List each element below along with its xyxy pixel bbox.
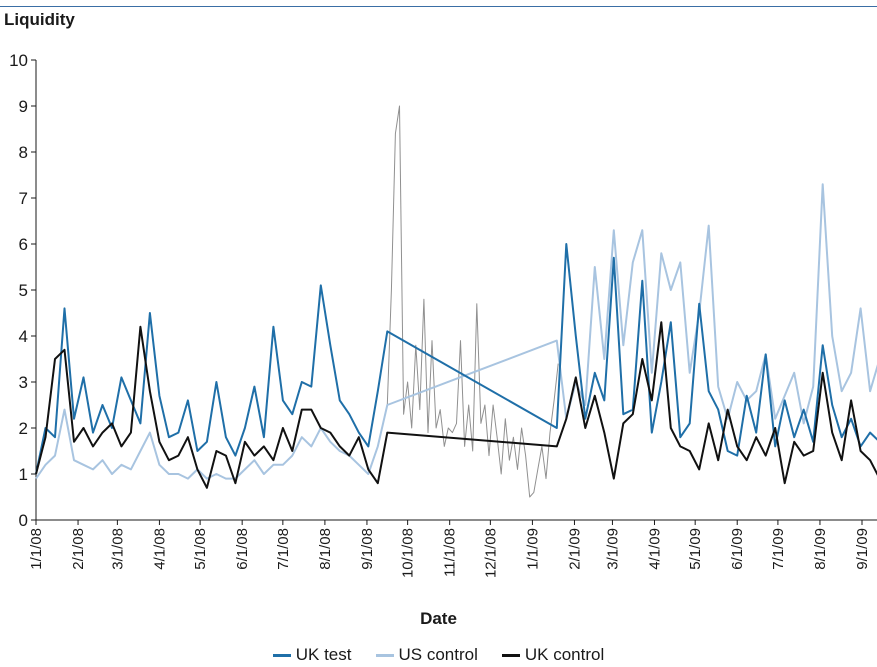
legend-item: UK control — [501, 645, 605, 665]
x-axis-label: Date — [420, 609, 457, 628]
legend-label: UK test — [295, 645, 352, 664]
top-rule — [0, 6, 877, 7]
x-tick-label: 4/1/08 — [151, 528, 168, 570]
x-tick-label: 1/1/09 — [524, 528, 541, 570]
x-tick-label: 8/1/08 — [317, 528, 334, 570]
legend-swatch — [375, 654, 394, 658]
x-tick-label: 10/1/08 — [400, 528, 417, 578]
x-tick-label: 4/1/09 — [646, 528, 663, 570]
x-tick-label: 12/1/08 — [482, 528, 499, 578]
y-tick-label: 1 — [19, 465, 28, 484]
series-line-crisis-period — [386, 105, 559, 498]
y-tick-label: 6 — [19, 235, 28, 254]
legend-item: UK test — [272, 645, 352, 665]
x-tick-label: 1/1/08 — [28, 528, 45, 570]
x-tick-label: 5/1/09 — [687, 528, 704, 570]
legend-swatch — [272, 654, 291, 658]
y-tick-label: 5 — [19, 281, 28, 300]
x-tick-label: 7/1/09 — [770, 528, 787, 570]
y-tick-label: 9 — [19, 97, 28, 116]
y-tick-label: 8 — [19, 143, 28, 162]
y-tick-label: 4 — [19, 327, 28, 346]
y-tick-label: 2 — [19, 419, 28, 438]
legend-item: US control — [375, 645, 478, 665]
x-tick-label: 3/1/08 — [109, 528, 126, 570]
chart-legend: UK test US control UK control — [0, 645, 877, 665]
x-tick-label: 7/1/08 — [275, 528, 292, 570]
y-tick-label: 0 — [19, 511, 28, 530]
series-line-uk-test — [35, 243, 877, 475]
x-tick-label: 11/1/08 — [442, 528, 459, 577]
x-tick-label: 6/1/08 — [234, 528, 251, 570]
x-tick-label: 2/1/08 — [70, 528, 87, 570]
legend-label: UK control — [524, 645, 605, 664]
legend-label: US control — [398, 645, 478, 664]
y-tick-label: 3 — [19, 373, 28, 392]
liquidity-line-chart: 0 1 2 3 4 5 6 7 8 9 10 1/1/08 2/1/08 3/1/08 4/1/08 5/1/… — [9, 51, 877, 578]
x-tick-label: 9/1/09 — [854, 528, 871, 570]
y-axis-label: Liquidity — [4, 10, 75, 29]
series-line-uk-control — [35, 321, 877, 489]
series-line-us-control — [35, 183, 877, 480]
x-tick-label: 6/1/09 — [729, 528, 746, 570]
x-tick-label: 8/1/09 — [812, 528, 829, 570]
x-tick-label: 9/1/08 — [359, 528, 376, 570]
y-tick-label: 7 — [19, 189, 28, 208]
x-tick-label: 3/1/09 — [604, 528, 621, 570]
x-tick-label: 2/1/09 — [566, 528, 583, 570]
x-tick-label: 5/1/08 — [192, 528, 209, 570]
legend-swatch — [501, 654, 520, 658]
y-tick-label: 10 — [9, 51, 28, 70]
